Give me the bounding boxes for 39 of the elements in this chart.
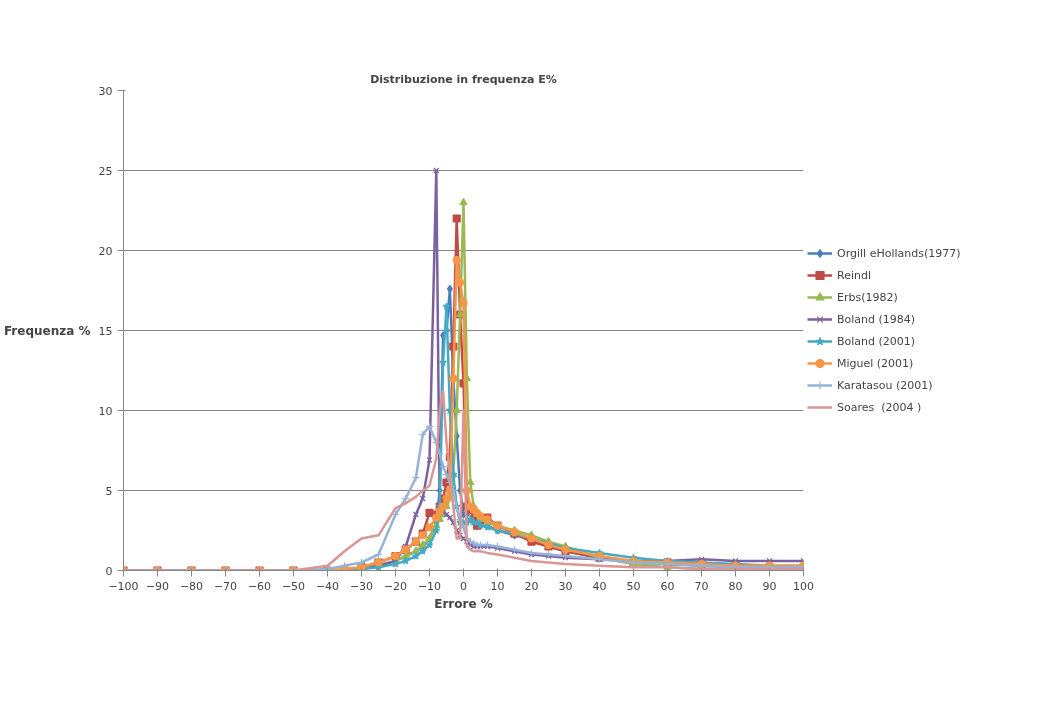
x-tick-label: −90	[145, 579, 170, 593]
y-tick-label: 30	[98, 84, 113, 98]
legend-label: Reindl	[837, 268, 871, 282]
x-tick-label: 10	[490, 579, 505, 593]
x-tick-label: 90	[762, 579, 777, 593]
x-tick-label: −10	[417, 579, 442, 593]
y-axis-title: Frequenza %	[3, 323, 91, 338]
legend-label: Karatasou (2001)	[837, 378, 933, 392]
x-tick-label: 30	[558, 579, 573, 593]
y-tick-label: 5	[105, 484, 113, 498]
x-tick-label: 0	[460, 579, 467, 593]
x-tick-label: 100	[793, 579, 814, 593]
x-tick-label: 50	[626, 579, 641, 593]
chart-title: Distribuzione in frequenza E%	[370, 72, 557, 86]
legend-label: Boland (1984)	[837, 312, 916, 326]
y-tick-label: 0	[105, 564, 113, 578]
x-tick-label: 20	[524, 579, 539, 593]
x-tick-label: −30	[349, 579, 374, 593]
legend-label: Boland (2001)	[837, 334, 916, 348]
x-tick-label: −60	[247, 579, 272, 593]
legend-label: Soares (2004 )	[837, 400, 922, 414]
y-tick-label: 10	[98, 404, 113, 418]
legend-label: Erbs(1982)	[837, 290, 898, 304]
legend-label: Orgill eHollands(1977)	[837, 246, 961, 260]
x-tick-label: −20	[383, 579, 408, 593]
x-tick-label: −70	[213, 579, 238, 593]
x-tick-label: −100	[108, 579, 139, 593]
y-tick-label: 15	[98, 324, 113, 338]
x-tick-label: 80	[728, 579, 743, 593]
y-tick-label: 25	[98, 164, 113, 178]
x-tick-label: −80	[179, 579, 204, 593]
x-tick-label: 40	[592, 579, 607, 593]
legend-label: Miguel (2001)	[837, 356, 914, 370]
x-tick-label: −50	[281, 579, 306, 593]
x-tick-label: 70	[694, 579, 709, 593]
x-tick-label: −40	[315, 579, 340, 593]
x-axis-title: Errore %	[434, 596, 493, 611]
x-tick-label: 60	[660, 579, 675, 593]
y-tick-label: 20	[98, 244, 113, 258]
